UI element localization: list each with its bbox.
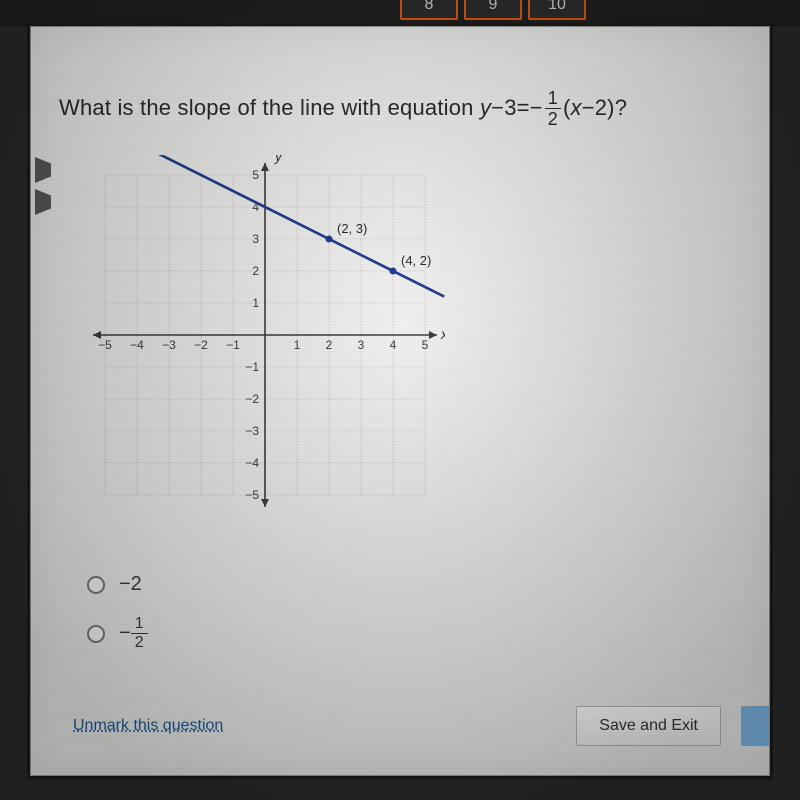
svg-text:3: 3 [252,232,259,246]
svg-text:y: y [274,155,283,164]
svg-text:1: 1 [252,296,259,310]
save-exit-button[interactable]: Save and Exit [576,706,721,746]
side-marker [35,189,51,215]
svg-text:−3: −3 [162,338,176,352]
svg-text:−1: −1 [226,338,240,352]
sign: − [119,622,131,644]
question-prefix: What is the slope of the line with equat… [59,95,480,120]
svg-text:4: 4 [390,338,397,352]
var-y: y [480,95,491,120]
question-nav-strip: 8 9 10 [0,0,800,26]
option-neg-2[interactable]: −2 [87,573,148,596]
svg-text:−5: −5 [245,488,259,502]
svg-text:5: 5 [422,338,429,352]
option-neg-half[interactable]: −12 [87,616,148,651]
side-markers [35,157,55,221]
footer-bar: Unmark this question Save and Exit [31,701,769,751]
var-x: x [570,95,581,120]
radio-icon [87,576,105,594]
svg-text:1: 1 [294,338,301,352]
svg-text:−4: −4 [130,338,144,352]
fraction-half: 12 [545,89,561,128]
svg-text:−2: −2 [245,392,259,406]
content-panel: What is the slope of the line with equat… [30,26,770,776]
svg-text:(4, 2): (4, 2) [401,253,431,268]
svg-text:−1: −1 [245,360,259,374]
unmark-link[interactable]: Unmark this question [73,717,223,735]
svg-text:−2: −2 [194,338,208,352]
option-label: −2 [119,573,142,596]
svg-text:(2, 3): (2, 3) [337,221,367,236]
side-marker [35,157,51,183]
question-text: What is the slope of the line with equat… [59,89,749,128]
close-part: −2)? [582,95,627,120]
svg-text:−4: −4 [245,456,259,470]
svg-text:x: x [440,326,445,342]
svg-text:5: 5 [252,168,259,182]
nav-item-9[interactable]: 9 [464,0,522,20]
nav-item-8[interactable]: 8 [400,0,458,20]
graph: −5−4−3−2−112345−5−4−3−2−112345yx(2, 3)(4… [85,155,445,515]
eq-part-1: −3=− [491,95,543,120]
svg-text:−3: −3 [245,424,259,438]
svg-text:3: 3 [358,338,365,352]
svg-text:−5: −5 [98,338,112,352]
nav-item-10[interactable]: 10 [528,0,586,20]
svg-text:2: 2 [252,264,259,278]
next-button-edge[interactable] [741,706,769,746]
radio-icon [87,625,105,643]
option-label: −12 [119,616,148,651]
answer-options: −2 −12 [87,573,148,651]
fraction-half: 12 [131,616,148,651]
svg-text:2: 2 [326,338,333,352]
